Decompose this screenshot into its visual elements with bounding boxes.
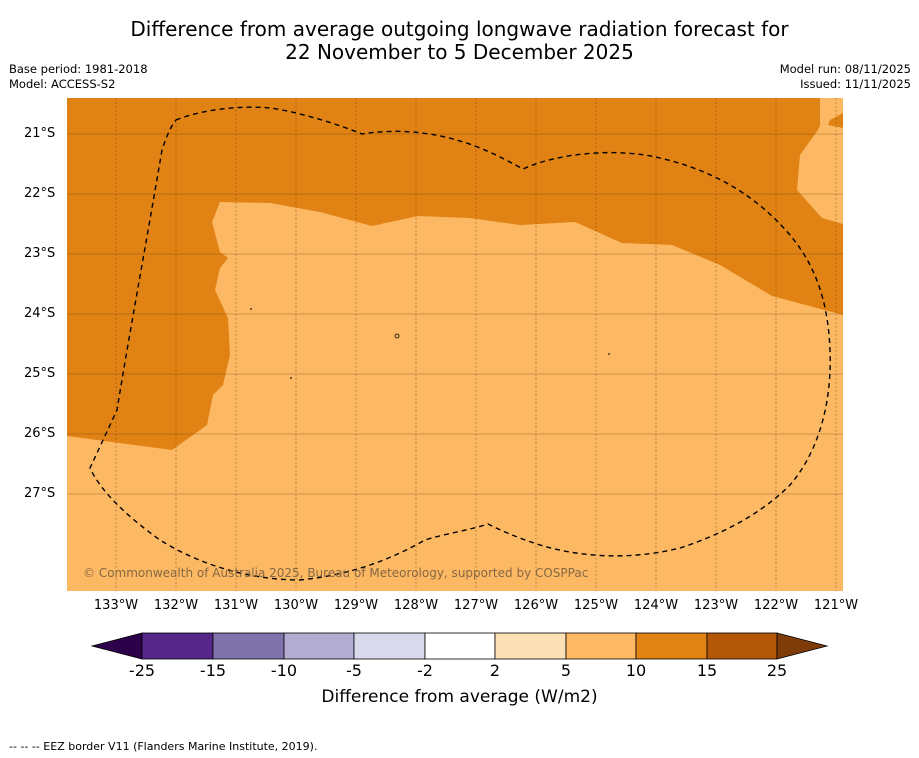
colorbar-bin xyxy=(353,632,426,660)
colorbar-bin xyxy=(494,632,567,660)
colorbar-label: 15 xyxy=(696,661,718,680)
colorbar-extend-low xyxy=(90,632,143,660)
colorbar-label: -15 xyxy=(199,661,227,680)
lon-label: 132°W xyxy=(153,598,199,613)
eez-footnote: -- -- -- EEZ border V11 (Flanders Marine… xyxy=(9,740,318,753)
region-10-15-patch xyxy=(828,113,843,128)
colorbar-label: -25 xyxy=(128,661,156,680)
contour-speck xyxy=(394,333,400,339)
lon-label: 129°W xyxy=(333,598,379,613)
colorbar-bin xyxy=(565,632,637,660)
colorbar-title: Difference from average (W/m2) xyxy=(321,687,598,707)
lon-label: 131°W xyxy=(213,598,259,613)
chart-title: Difference from average outgoing longwav… xyxy=(0,18,919,64)
colorbar-label: -5 xyxy=(346,661,362,680)
lon-label: 124°W xyxy=(633,598,679,613)
meta-left: Base period: 1981-2018 Model: ACCESS-S2 xyxy=(9,62,148,92)
issued-date: Issued: 11/11/2025 xyxy=(800,77,911,91)
colorbar-bin xyxy=(635,632,708,660)
lat-label: 24°S xyxy=(24,306,56,321)
colorbar-bin xyxy=(706,632,778,660)
lon-label: 133°W xyxy=(93,598,139,613)
lon-label: 125°W xyxy=(573,598,619,613)
map-panel xyxy=(67,98,843,591)
region-10-15-main xyxy=(67,98,843,450)
lat-label: 23°S xyxy=(24,246,56,261)
colorbar-label: 10 xyxy=(625,661,647,680)
model-name: Model: ACCESS-S2 xyxy=(9,77,116,91)
lon-label: 128°W xyxy=(393,598,439,613)
colorbar-label: -2 xyxy=(417,661,433,680)
lon-label: 130°W xyxy=(273,598,319,613)
gridlines xyxy=(67,133,843,495)
colorbar-extend-high xyxy=(776,632,829,660)
model-run: Model run: 08/11/2025 xyxy=(779,62,911,76)
colorbar-bin xyxy=(141,632,214,660)
colorbar-bin xyxy=(283,632,355,660)
copyright-credit: © Commonwealth of Australia 2025, Bureau… xyxy=(83,566,589,580)
eez-border xyxy=(89,106,831,581)
title-line-2: 22 November to 5 December 2025 xyxy=(285,40,634,64)
lon-label: 123°W xyxy=(693,598,739,613)
lat-label: 21°S xyxy=(24,126,56,141)
colorbar-label: -10 xyxy=(270,661,298,680)
meta-right: Model run: 08/11/2025 Issued: 11/11/2025 xyxy=(780,62,911,92)
lat-label: 25°S xyxy=(24,366,56,381)
lon-label: 127°W xyxy=(453,598,499,613)
title-line-1: Difference from average outgoing longwav… xyxy=(130,17,789,41)
colorbar-label: 5 xyxy=(560,661,572,680)
base-period: Base period: 1981-2018 xyxy=(9,62,148,76)
colorbar-label: 2 xyxy=(489,661,501,680)
lon-label: 126°W xyxy=(513,598,559,613)
lat-label: 26°S xyxy=(24,426,56,441)
lat-label: 27°S xyxy=(24,486,56,501)
colorbar-label: 25 xyxy=(766,661,788,680)
lat-label: 22°S xyxy=(24,186,56,201)
lon-label: 122°W xyxy=(753,598,799,613)
lon-label: 121°W xyxy=(813,598,859,613)
colorbar-bin xyxy=(212,632,285,660)
colorbar-bin xyxy=(424,632,496,660)
